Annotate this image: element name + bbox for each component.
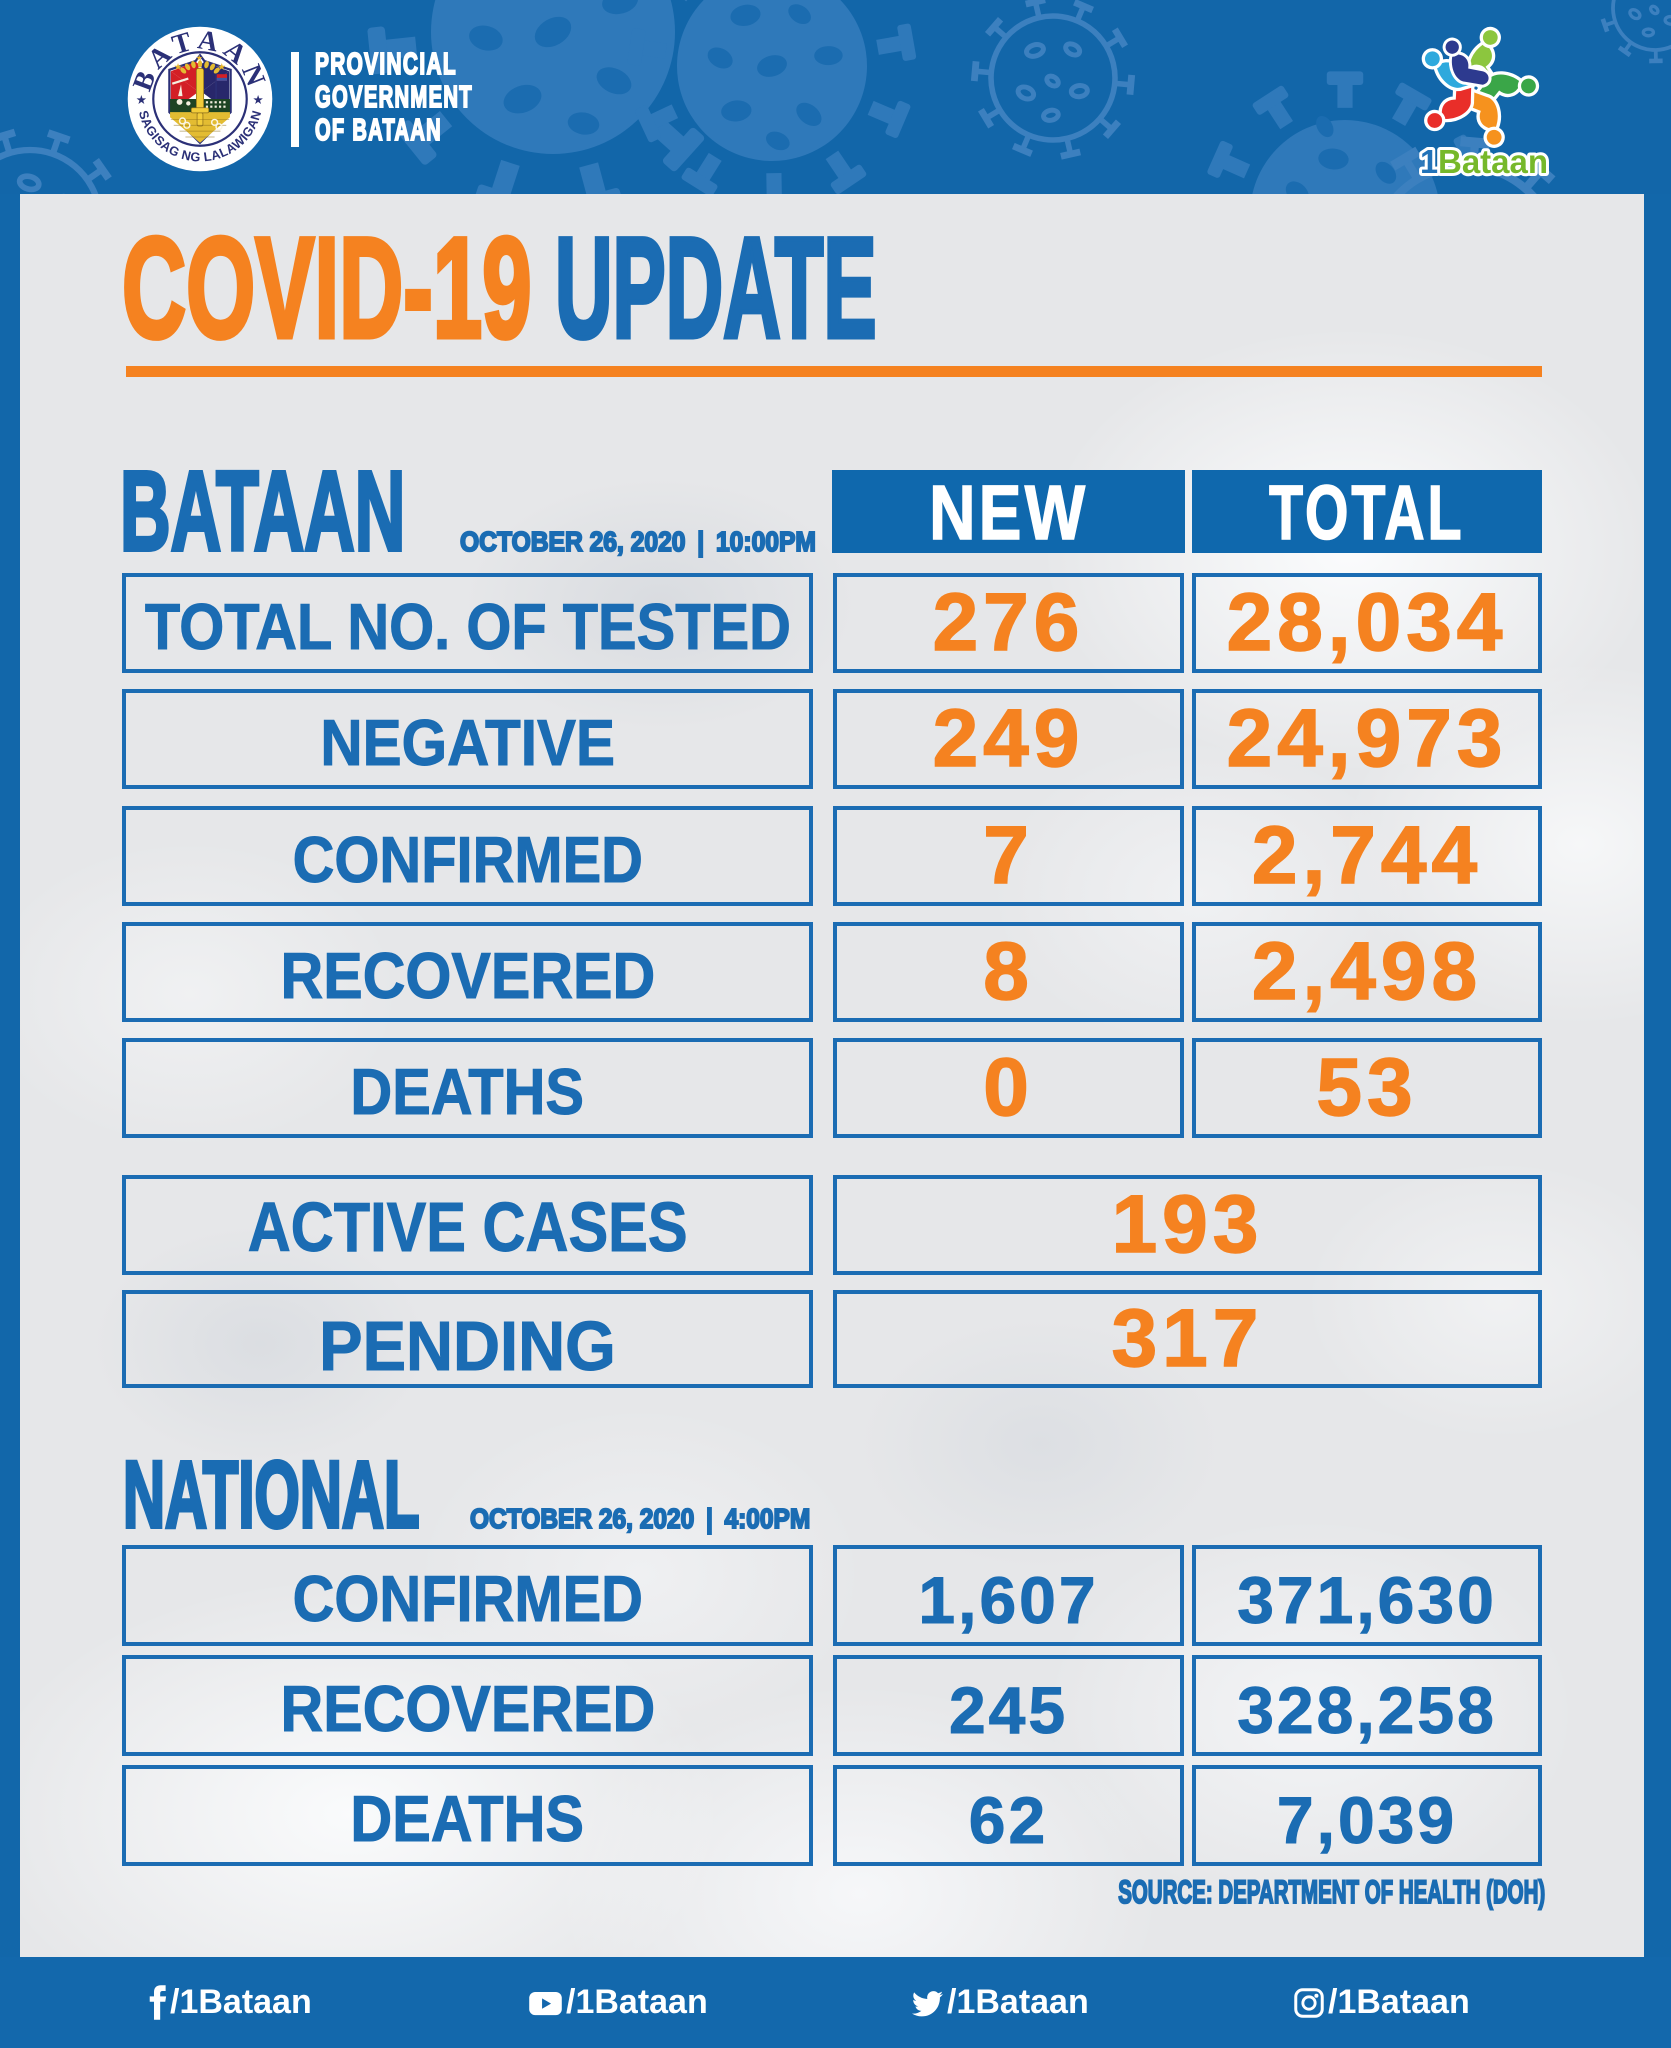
svg-text:Bataan: Bataan	[1438, 143, 1548, 180]
svg-text:★: ★	[196, 53, 203, 62]
svg-text:★: ★	[136, 93, 147, 107]
svg-text:★: ★	[218, 62, 227, 73]
svg-text:★: ★	[253, 93, 264, 107]
svg-text:★: ★	[174, 62, 183, 73]
svg-text:1: 1	[1420, 143, 1438, 180]
